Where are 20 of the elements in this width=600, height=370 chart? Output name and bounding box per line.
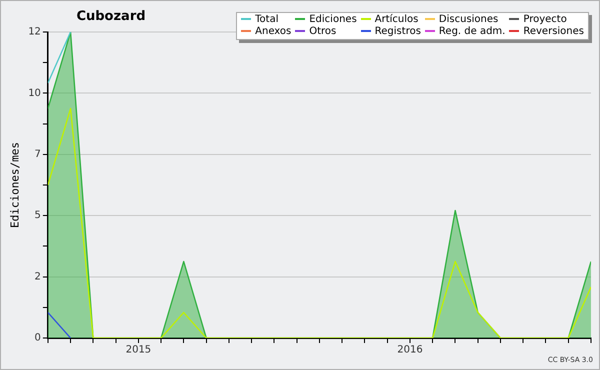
legend-label: Reversiones	[522, 26, 584, 38]
legend-label: Registros	[374, 26, 421, 38]
legend-label: Anexos	[254, 26, 292, 38]
x-tick-label: 2015	[126, 344, 152, 356]
legend-label: Artículos	[374, 14, 420, 26]
y-tick-label: 12	[28, 26, 41, 38]
y-tick-label: 2	[34, 271, 41, 282]
legend-label: Total	[254, 14, 280, 26]
legend-label: Otros	[308, 26, 338, 38]
chart-title: Cubozard	[75, 9, 147, 24]
x-tick-label: 2016	[397, 344, 423, 356]
y-axis-title: Ediciones/mes	[8, 142, 22, 228]
legend-label: Discusiones	[438, 14, 500, 26]
legend-label: Reg. de adm.	[438, 26, 506, 38]
y-tick-label: 10	[28, 88, 41, 99]
legend-label: Ediciones	[308, 14, 357, 26]
y-tick-label: 7	[34, 148, 41, 160]
y-tick-label: 5	[34, 210, 41, 222]
y-tick-label: 0	[34, 332, 41, 344]
legend-label: Proyecto	[522, 14, 568, 26]
